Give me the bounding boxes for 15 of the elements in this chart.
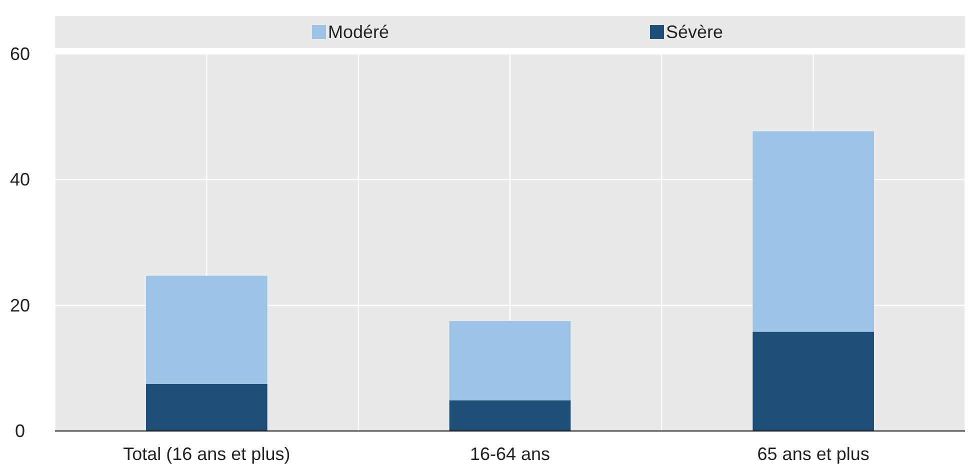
legend-label: Modéré	[328, 22, 390, 42]
y-tick-label: 0	[14, 421, 26, 441]
bar	[146, 276, 268, 384]
x-tick-label: Total (16 ans et plus)	[123, 444, 290, 464]
y-tick-label: 40	[10, 170, 30, 190]
bar	[146, 384, 268, 431]
bar	[752, 131, 874, 332]
y-tick-label: 60	[10, 44, 30, 64]
y-tick-label: 20	[10, 295, 30, 316]
legend-label: Sévère	[666, 22, 724, 42]
bar	[449, 400, 571, 431]
x-tick-label: 65 ans et plus	[757, 444, 870, 464]
x-tick-label: 16-64 ans	[470, 444, 550, 464]
bar	[449, 321, 571, 400]
bar	[752, 332, 874, 431]
